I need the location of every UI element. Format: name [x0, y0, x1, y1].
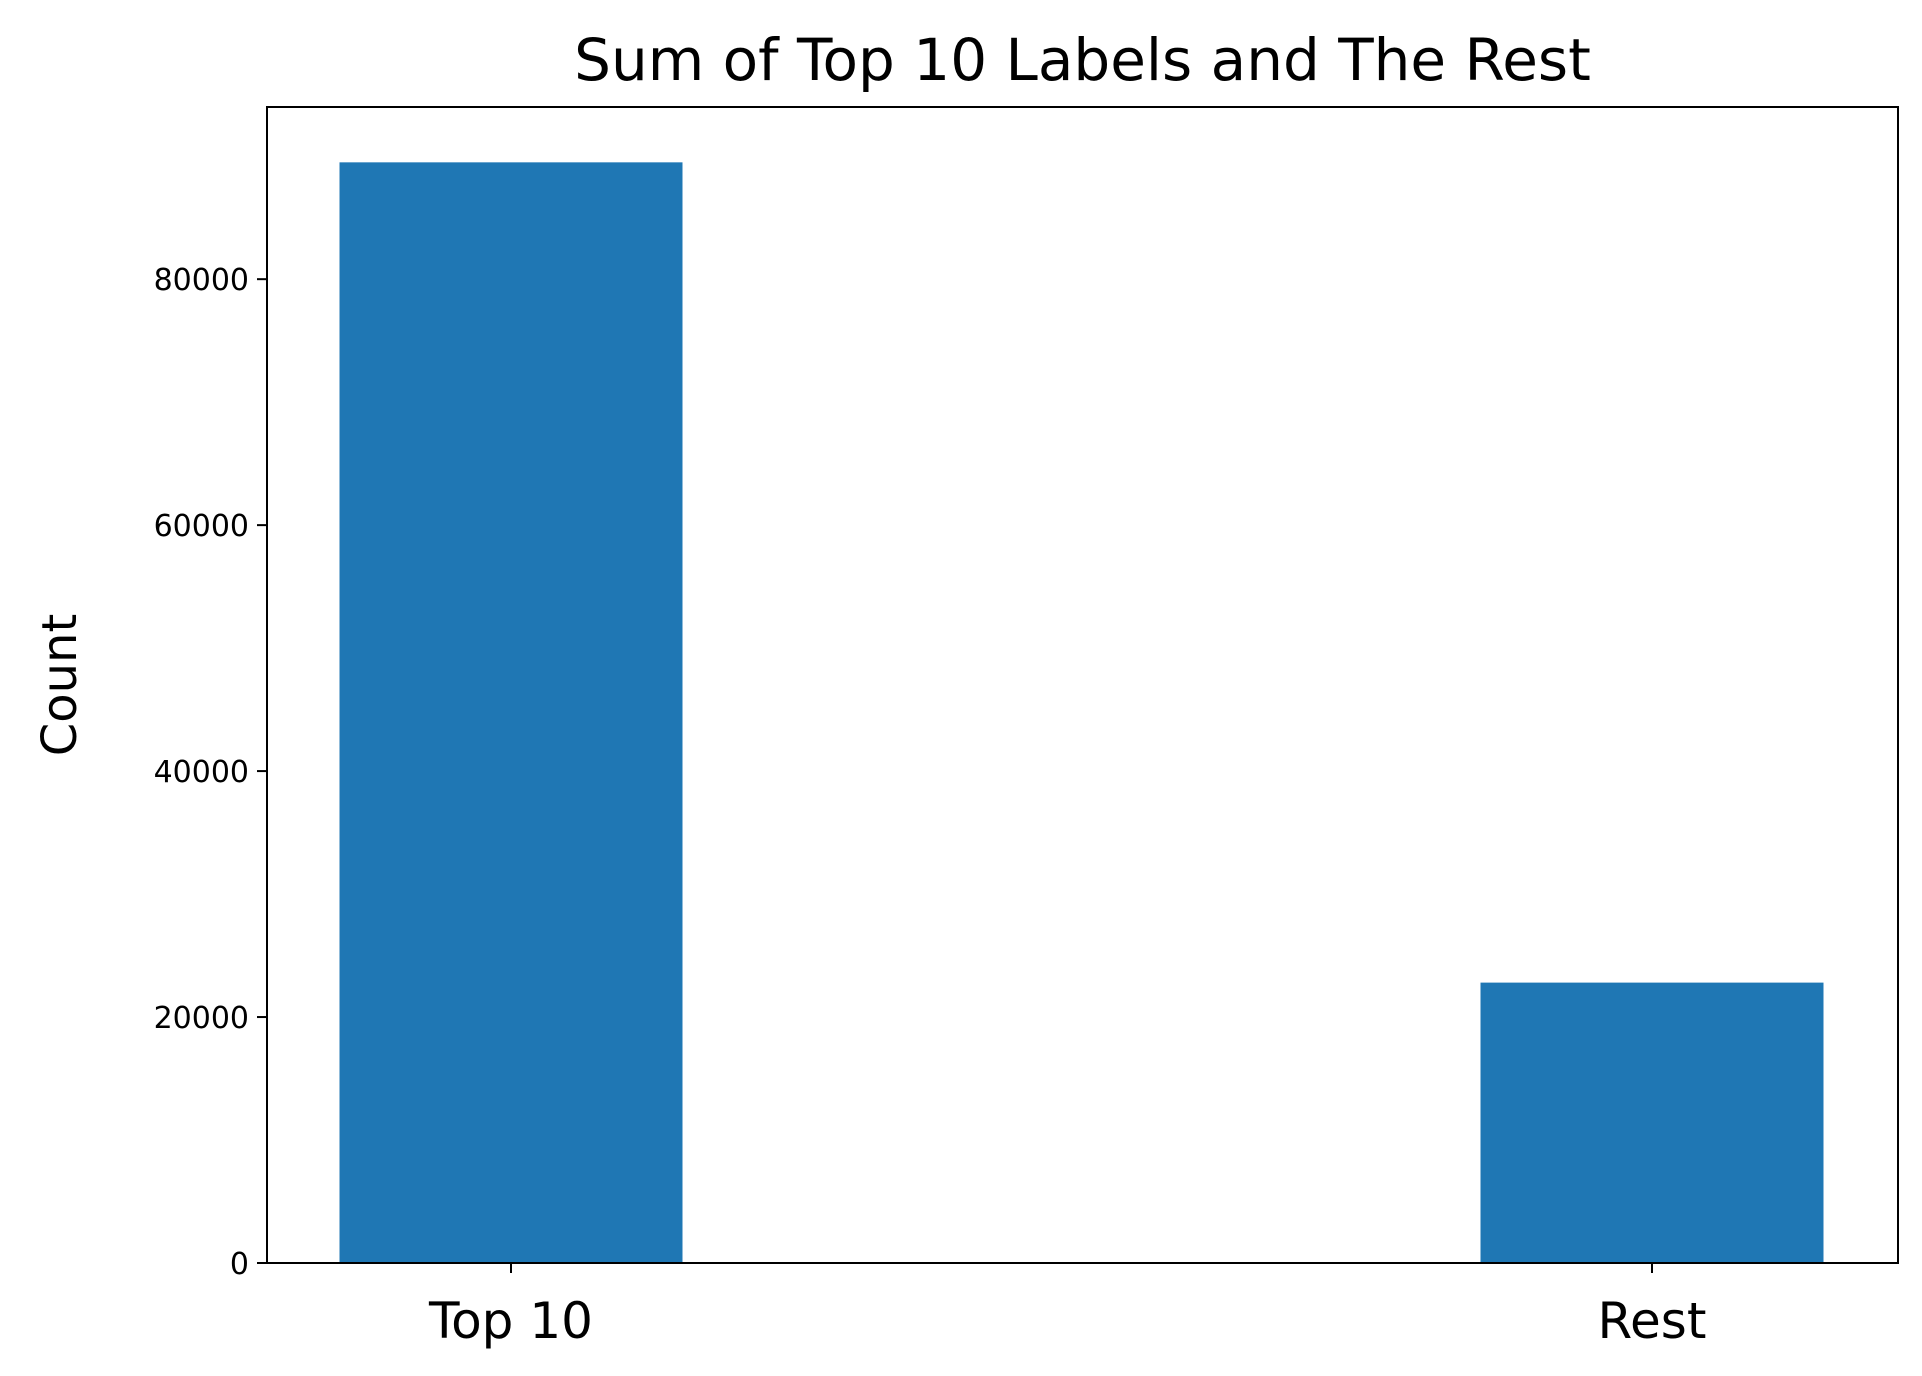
y-tick-label: 0	[230, 1247, 249, 1282]
y-tick-label: 80000	[154, 263, 249, 298]
chart-title: Sum of Top 10 Labels and The Rest	[574, 26, 1591, 94]
x-axis: Top 10 Rest	[428, 1263, 1706, 1350]
y-tick-label: 20000	[154, 1001, 249, 1036]
y-axis: 0 20000 40000 60000 80000	[154, 263, 267, 1282]
y-tick-label: 60000	[154, 509, 249, 544]
y-tick-label: 40000	[154, 755, 249, 790]
x-tick-label: Top 10	[428, 1292, 593, 1350]
bars-layer	[339, 162, 1824, 1263]
y-axis-label: Count	[32, 614, 88, 757]
bar-rest	[1480, 982, 1824, 1263]
bar-top-10	[339, 162, 683, 1263]
plot-frame	[266, 106, 1899, 1264]
x-tick-label: Rest	[1598, 1292, 1707, 1350]
